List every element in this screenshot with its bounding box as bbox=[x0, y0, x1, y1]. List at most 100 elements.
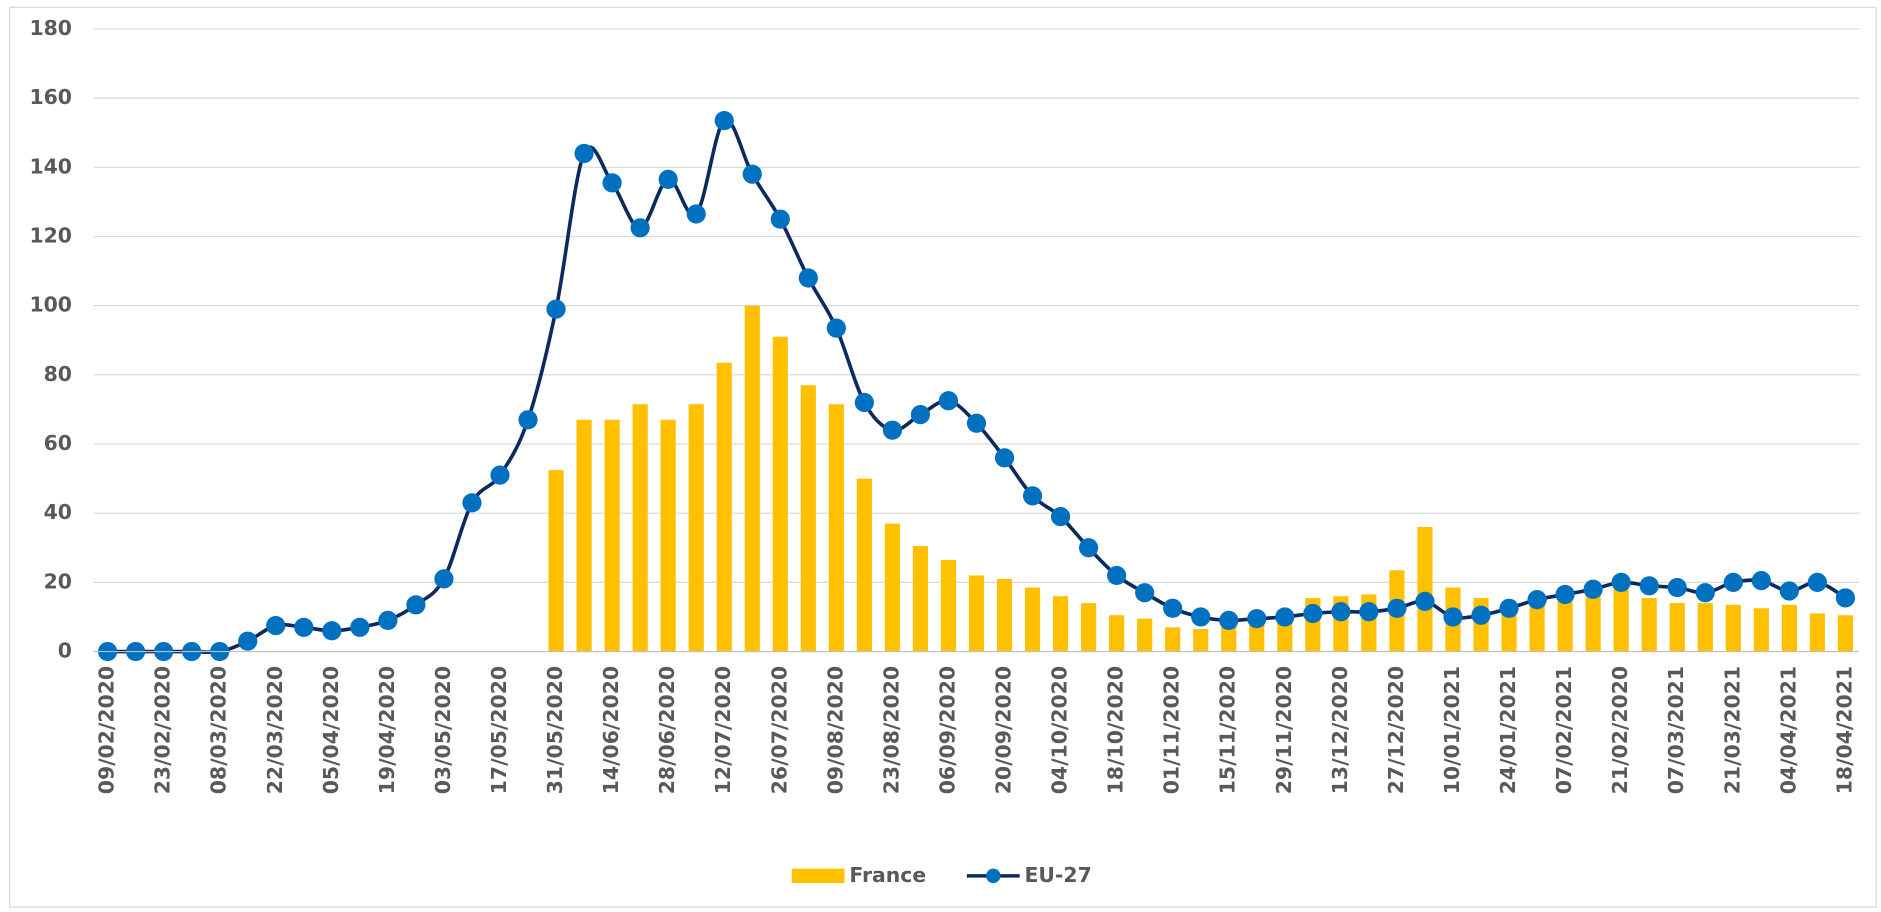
bar bbox=[548, 469, 564, 652]
x-tick-label: 29/11/2020 bbox=[1272, 666, 1296, 794]
marker bbox=[378, 610, 398, 631]
bar bbox=[1641, 597, 1657, 652]
marker bbox=[1751, 571, 1771, 591]
legend-swatch bbox=[791, 868, 845, 884]
x-tick-label: 13/12/2020 bbox=[1328, 666, 1352, 794]
marker bbox=[882, 420, 902, 440]
marker bbox=[714, 111, 734, 131]
x-tick-label: 04/04/2021 bbox=[1776, 666, 1800, 794]
bar bbox=[1697, 603, 1713, 652]
marker bbox=[266, 615, 286, 636]
marker bbox=[406, 595, 426, 615]
bar bbox=[912, 546, 928, 652]
marker bbox=[854, 392, 874, 413]
bar bbox=[604, 419, 620, 652]
bar bbox=[856, 478, 872, 652]
y-tick-label: 180 bbox=[29, 16, 72, 40]
bar bbox=[744, 305, 760, 652]
y-tick-label: 80 bbox=[44, 362, 72, 386]
x-tick-label: 01/11/2020 bbox=[1160, 666, 1184, 794]
bar bbox=[1193, 629, 1209, 652]
y-tick-label: 40 bbox=[44, 500, 72, 524]
bar bbox=[660, 419, 676, 652]
marker bbox=[238, 631, 258, 651]
x-tick-label: 27/12/2020 bbox=[1384, 666, 1408, 794]
marker bbox=[910, 405, 931, 425]
marker bbox=[1443, 607, 1463, 627]
marker bbox=[1555, 584, 1575, 605]
marker bbox=[938, 391, 959, 411]
bar bbox=[1081, 603, 1097, 652]
bar bbox=[1277, 622, 1293, 652]
marker bbox=[1359, 602, 1379, 622]
x-tick-label: 21/02/2020 bbox=[1608, 666, 1632, 794]
marker bbox=[1779, 581, 1799, 601]
y-tick-label: 140 bbox=[29, 154, 72, 178]
x-tick-label: 22/03/2020 bbox=[263, 666, 287, 794]
marker bbox=[1723, 572, 1743, 592]
bar bbox=[1417, 527, 1433, 652]
bar bbox=[576, 419, 592, 652]
x-tick-label: 24/01/2021 bbox=[1496, 666, 1520, 794]
bar bbox=[800, 385, 816, 652]
x-tick-label: 23/02/2020 bbox=[151, 666, 175, 794]
bar bbox=[1501, 613, 1517, 652]
x-tick-label: 26/07/2020 bbox=[767, 666, 791, 794]
y-tick-label: 120 bbox=[29, 223, 72, 247]
marker bbox=[546, 299, 566, 319]
marker bbox=[630, 218, 650, 238]
bar bbox=[1557, 601, 1573, 652]
x-tick-label: 04/10/2020 bbox=[1048, 666, 1072, 794]
x-tick-label: 06/09/2020 bbox=[935, 666, 959, 794]
bar bbox=[1024, 587, 1041, 652]
bar bbox=[632, 404, 648, 652]
marker bbox=[1219, 610, 1239, 631]
marker bbox=[1499, 598, 1519, 618]
marker bbox=[798, 268, 818, 288]
marker bbox=[1303, 603, 1323, 624]
marker bbox=[1163, 598, 1183, 618]
bar bbox=[968, 575, 985, 652]
marker bbox=[1527, 590, 1547, 610]
bar bbox=[1109, 615, 1125, 652]
bar bbox=[1613, 589, 1629, 652]
marker bbox=[1387, 598, 1407, 618]
marker bbox=[742, 164, 762, 184]
marker bbox=[602, 173, 622, 193]
y-tick-label: 60 bbox=[44, 431, 72, 455]
bar bbox=[1165, 627, 1181, 652]
y-tick-label: 20 bbox=[44, 569, 72, 593]
marker bbox=[1415, 591, 1435, 611]
x-tick-label: 15/11/2020 bbox=[1216, 666, 1240, 794]
x-tick-label: 20/09/2020 bbox=[992, 666, 1016, 794]
x-tick-label: 19/04/2020 bbox=[375, 666, 399, 794]
marker bbox=[350, 617, 370, 637]
marker bbox=[490, 465, 510, 485]
marker bbox=[1695, 583, 1715, 603]
x-tick-label: 07/02/2021 bbox=[1552, 666, 1576, 794]
bar bbox=[884, 523, 900, 652]
legend-marker bbox=[986, 868, 1001, 884]
bar bbox=[772, 336, 788, 652]
x-tick-label: 05/04/2020 bbox=[319, 666, 343, 794]
x-tick-label: 31/05/2020 bbox=[543, 666, 567, 794]
marker bbox=[518, 410, 538, 430]
chart-frame bbox=[8, 6, 1877, 908]
marker bbox=[994, 448, 1015, 468]
bar bbox=[940, 559, 957, 652]
marker bbox=[1835, 588, 1855, 608]
marker bbox=[1247, 609, 1267, 629]
marker bbox=[1583, 579, 1603, 599]
marker bbox=[1135, 583, 1155, 603]
marker bbox=[686, 204, 706, 224]
bar bbox=[1837, 615, 1853, 652]
x-tick-label: 28/06/2020 bbox=[655, 666, 679, 794]
bar bbox=[828, 404, 844, 652]
bar bbox=[1249, 623, 1265, 652]
bar bbox=[1753, 608, 1769, 652]
marker bbox=[434, 569, 454, 589]
x-tick-label: 18/04/2021 bbox=[1832, 666, 1856, 794]
legend-label: France bbox=[849, 863, 926, 887]
marker bbox=[1471, 605, 1491, 625]
x-tick-label: 08/03/2020 bbox=[207, 666, 231, 794]
